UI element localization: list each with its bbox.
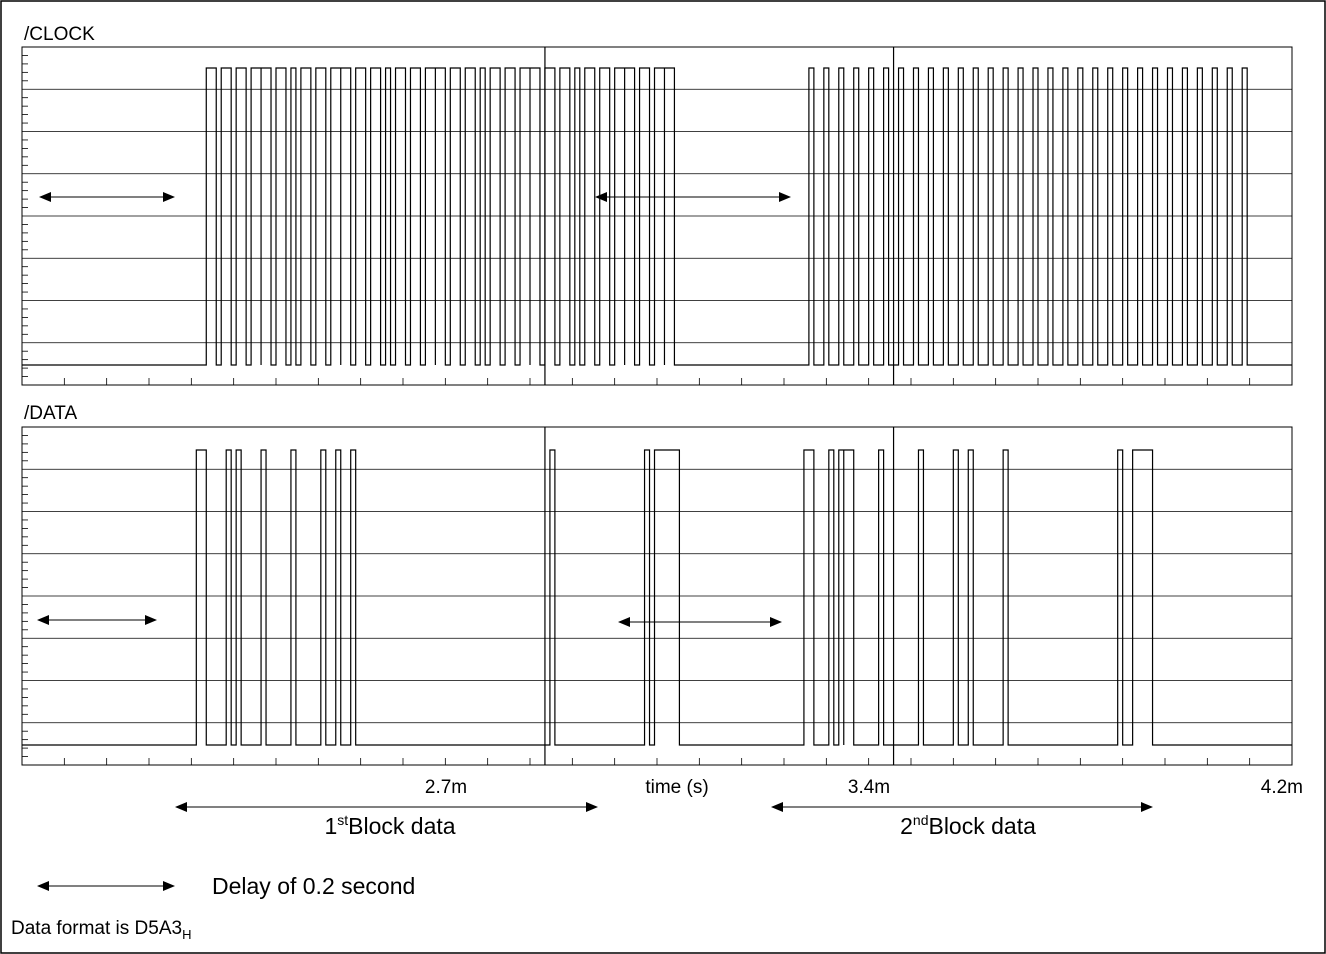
x-axis-label: time (s) — [645, 777, 708, 798]
data-panel-label: /DATA — [24, 403, 77, 424]
block2-ordinal-suffix: nd — [913, 812, 929, 828]
data-format-note: Data format is D5A3H — [11, 918, 191, 942]
block2-text: Block data — [928, 813, 1036, 839]
block1-text: Block data — [348, 813, 456, 839]
clock-panel-label: /CLOCK — [24, 24, 95, 45]
clock-waveform — [22, 67, 1292, 366]
xtick-label-3-4m: 3.4m — [848, 777, 890, 798]
block2-ordinal: 2 — [900, 813, 913, 839]
waveforms — [22, 67, 1292, 746]
xtick-label-4-2m: 4.2m — [1261, 777, 1303, 798]
data-format-text: Data format is D5A3 — [11, 918, 182, 939]
block1-ordinal-suffix: st — [337, 812, 348, 828]
data-waveform — [22, 449, 1292, 746]
legend-delay-text: Delay of 0.2 second — [212, 873, 415, 899]
grid-layer — [22, 55, 1292, 765]
xtick-label-2-7m: 2.7m — [425, 777, 467, 798]
data-format-subscript: H — [182, 927, 191, 942]
block2-label: 2ndBlock data — [900, 812, 1036, 839]
block1-label: 1stBlock data — [324, 812, 455, 839]
block1-ordinal: 1 — [324, 813, 337, 839]
